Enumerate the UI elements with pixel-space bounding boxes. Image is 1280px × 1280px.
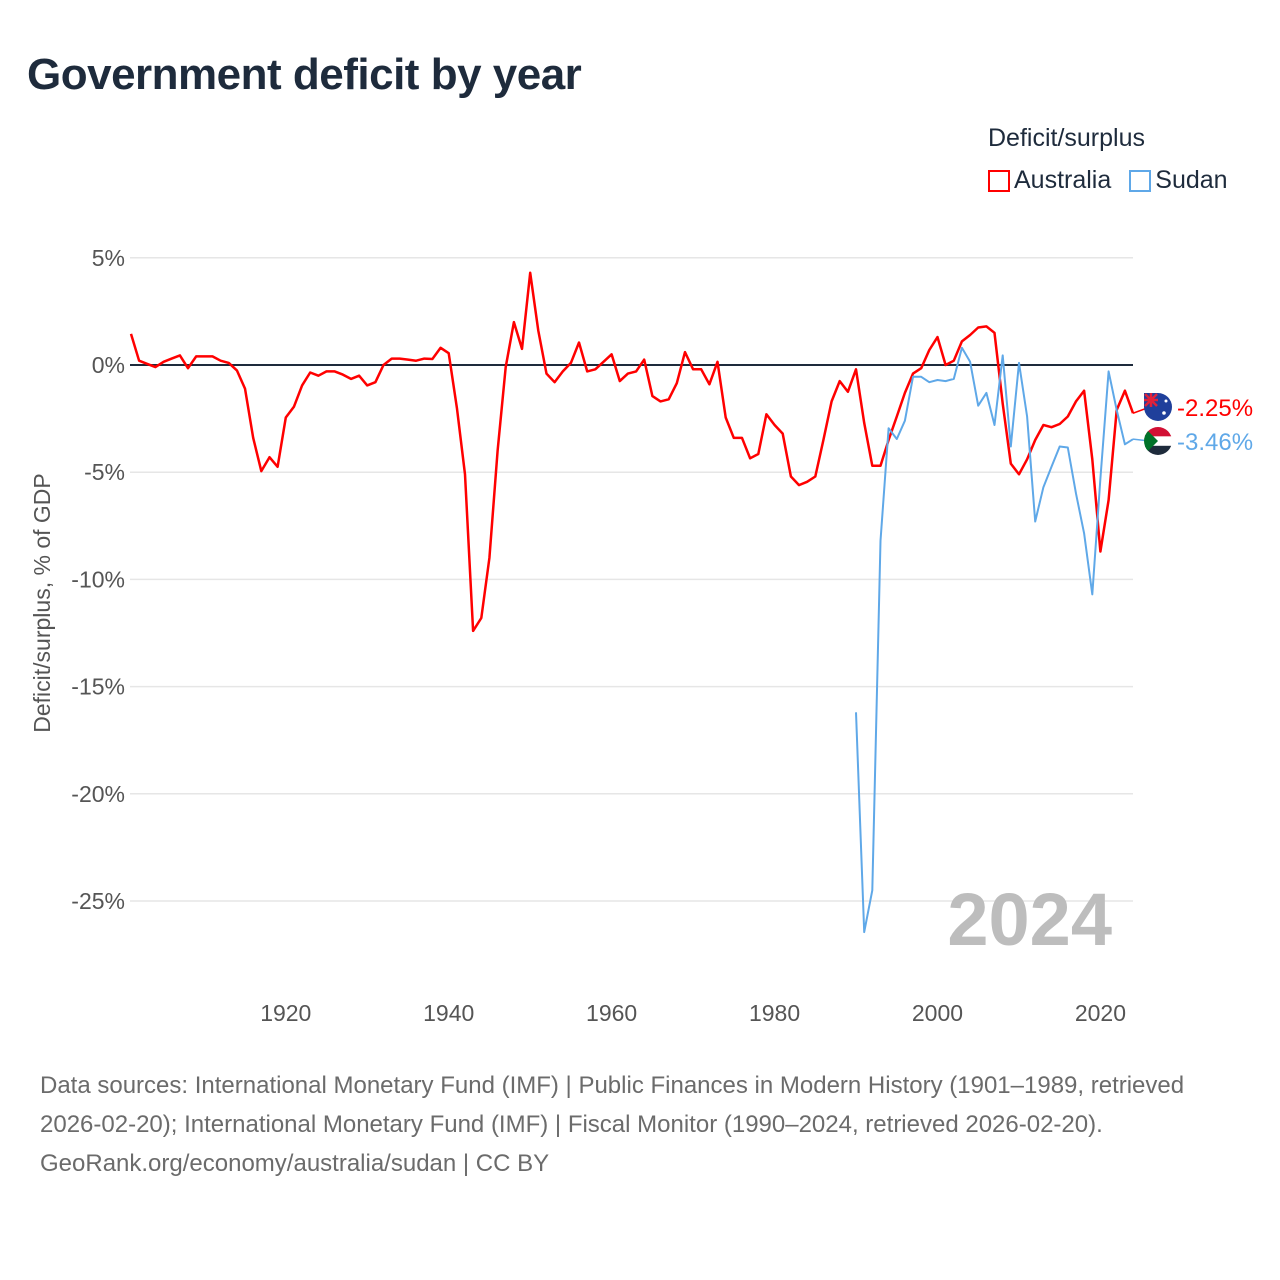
legend-item-sudan[interactable]: Sudan [1129, 166, 1228, 195]
y-tick-label: -20% [71, 781, 125, 807]
y-tick-label: -5% [84, 459, 125, 485]
y-tick-label: -10% [71, 566, 125, 592]
y-tick-label: 5% [92, 245, 125, 271]
series-line-sudan [855, 346, 1134, 934]
data-sources: Data sources: International Monetary Fun… [40, 1072, 1185, 1138]
y-tick-label: 0% [92, 352, 125, 378]
chart-title: Government deficit by year [27, 50, 582, 99]
legend: Australia Sudan [988, 166, 1228, 195]
legend-label: Sudan [1155, 166, 1228, 194]
x-tick-label: 1980 [749, 1000, 800, 1026]
line-chart: 5% 0% -5% -10% -15% -20% -25% 2024 1920 1940 1960 1… [29, 245, 1253, 1026]
x-tick-label: 2000 [912, 1000, 963, 1026]
legend-item-australia[interactable]: Australia [988, 166, 1111, 195]
australia-flag-star [1164, 399, 1168, 403]
sudan-flag-red [1144, 427, 1172, 437]
legend-swatch-sudan [1129, 169, 1152, 192]
australia-flag-star [1162, 411, 1166, 415]
x-tick-label: 2020 [1075, 1000, 1126, 1026]
legend-label: Australia [1014, 166, 1112, 194]
end-value-label: -2.25% [1177, 395, 1253, 422]
y-tick-label: -25% [71, 888, 125, 914]
legend-title: Deficit/surplus [988, 124, 1145, 152]
year-annotation: 2024 [947, 878, 1112, 961]
y-axis-label: Deficit/surplus, % of GDP [29, 473, 55, 732]
sudan-flag-black [1144, 445, 1172, 455]
y-tick-label: -15% [71, 674, 125, 700]
australia-flag-cross [1144, 393, 1158, 407]
sudan-flag-white [1144, 436, 1172, 446]
sudan-flag-triangle [1144, 427, 1158, 455]
legend-swatch-australia [988, 169, 1010, 192]
x-tick-label: 1940 [423, 1000, 474, 1026]
x-tick-label: 1960 [586, 1000, 637, 1026]
x-tick-label: 1920 [260, 1000, 311, 1026]
credit-link[interactable]: GeoRank.org/economy/australia/sudan | CC… [40, 1150, 550, 1177]
end-value-label: -3.46% [1177, 429, 1253, 456]
series-line-australia [129, 271, 1135, 633]
footer: Data sources: International Monetary Fun… [40, 1066, 1240, 1183]
